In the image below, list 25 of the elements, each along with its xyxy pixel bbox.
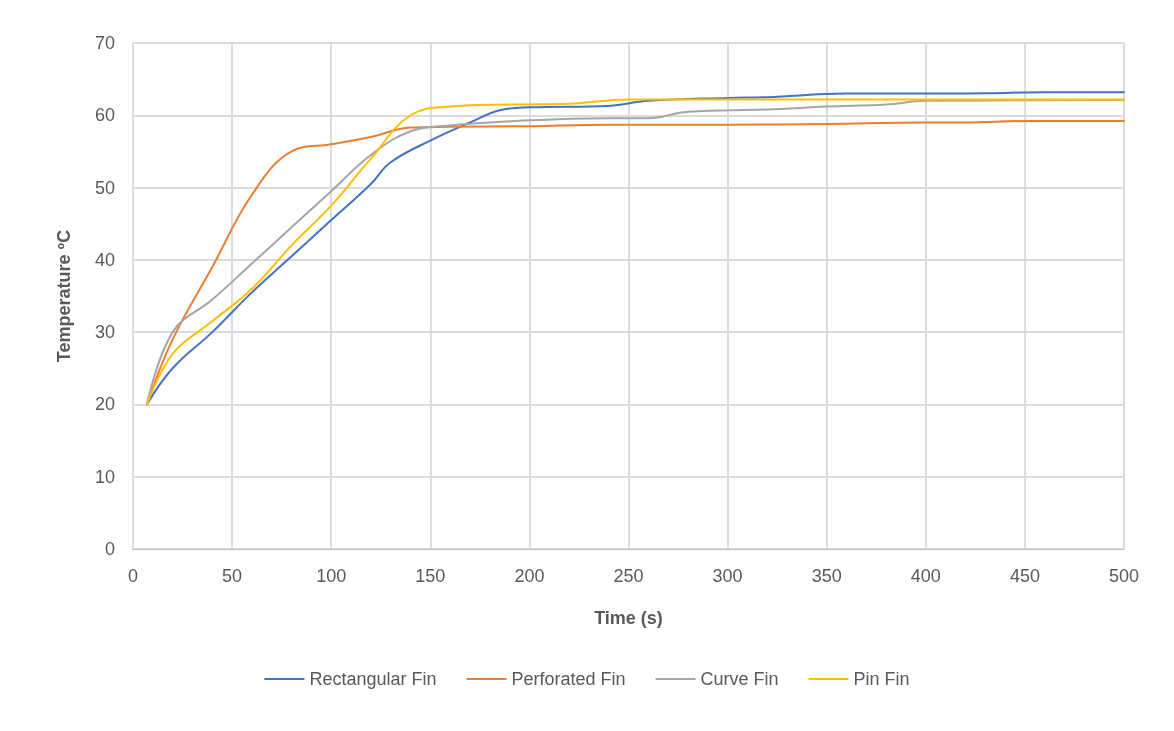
legend-label: Rectangular Fin	[309, 669, 437, 689]
x-tick-label: 50	[222, 566, 243, 586]
x-tick-label: 200	[514, 566, 545, 586]
x-axis-title: Time (s)	[594, 608, 663, 628]
x-tick-label: 500	[1108, 566, 1140, 586]
y-tick-label: 60	[94, 105, 115, 126]
y-tick-label: 10	[94, 466, 115, 487]
y-axis-title: Temperature ºC	[54, 229, 74, 363]
legend-label: Curve Fin	[700, 669, 779, 689]
x-tick-label: 250	[613, 566, 644, 586]
x-tick-label: 300	[712, 566, 743, 586]
x-tick-label: 400	[910, 566, 941, 586]
y-tick-label: 50	[94, 177, 115, 198]
legend-label: Pin Fin	[853, 669, 910, 689]
y-tick-label: 30	[94, 322, 115, 343]
legend-label: Perforated Fin	[511, 669, 626, 689]
y-tick-label: 20	[94, 394, 115, 415]
y-tick-label: 70	[94, 33, 115, 53]
x-tick-label: 100	[316, 566, 347, 586]
y-tick-label: 40	[94, 249, 115, 270]
x-tick-label: 450	[1009, 566, 1040, 586]
y-tick-label: 0	[104, 539, 115, 559]
x-tick-label: 150	[415, 566, 446, 586]
x-tick-label: 350	[811, 566, 842, 586]
x-tick-label: 0	[127, 566, 139, 586]
